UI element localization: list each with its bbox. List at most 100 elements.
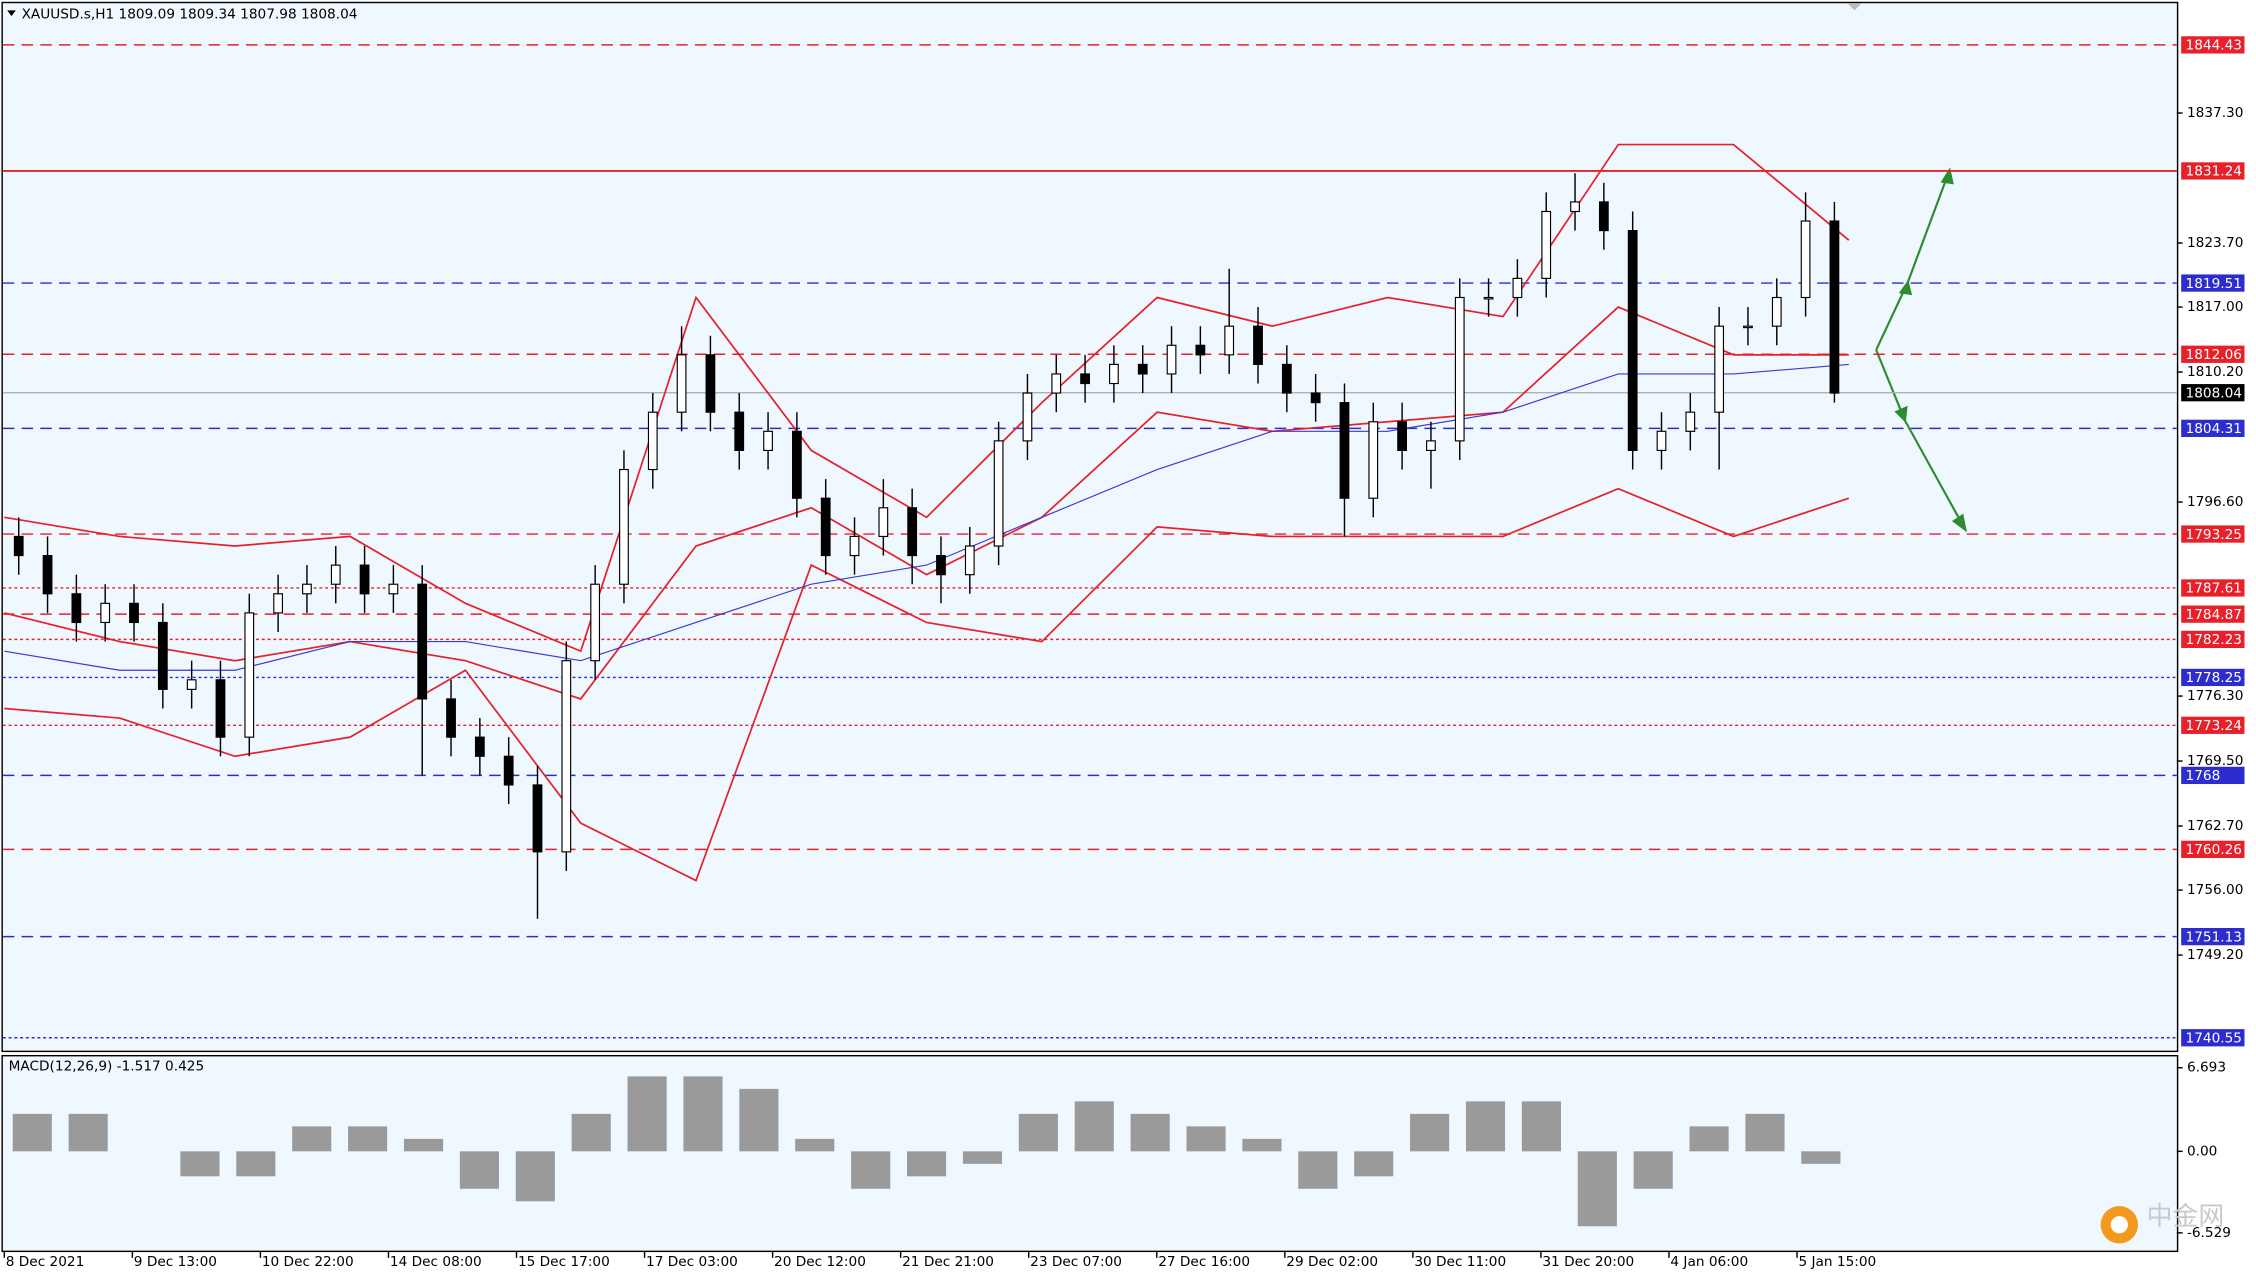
logo-text: 中金网 (2147, 1202, 2225, 1232)
logo: 中金网 (2100, 1202, 2225, 1244)
y-tick-label: 1810.20 (2187, 364, 2243, 380)
candle-body (446, 698, 456, 738)
candle-body (820, 497, 831, 557)
macd-bar (1242, 1138, 1282, 1152)
level-label: 1844.43 (2186, 38, 2242, 54)
candle-body (936, 554, 946, 576)
indicator-line (4, 487, 1850, 882)
x-tick-label: 14 Dec 08:00 (390, 1254, 482, 1270)
macd-bar (403, 1138, 444, 1152)
shift-marker (1847, 3, 1862, 11)
chart-header: XAUUSD.s,H1 1809.09 1809.34 1807.98 1808… (22, 7, 358, 23)
level-label-bg (2181, 345, 2245, 363)
macd-bar (236, 1151, 276, 1177)
x-tick-label: 20 Dec 12:00 (774, 1254, 866, 1270)
level-label-bg (2181, 927, 2245, 946)
x-tick-label: 9 Dec 13:00 (134, 1254, 217, 1270)
candle-body (129, 602, 139, 624)
level-label: 1751.13 (2186, 929, 2242, 945)
x-tick-label: 31 Dec 20:00 (1542, 1254, 1634, 1270)
level-label: 1768 (2186, 768, 2221, 784)
candle-body (1800, 220, 1811, 299)
macd-bar (1577, 1151, 1617, 1227)
macd-bar (1801, 1151, 1841, 1164)
candle-body (647, 411, 658, 471)
level-label-bg (2181, 419, 2245, 437)
macd-bar (571, 1113, 611, 1152)
x-tick-label: 8 Dec 2021 (6, 1254, 85, 1270)
candle-body (532, 784, 543, 853)
candle-body (1109, 363, 1119, 385)
candle-body (71, 593, 82, 624)
level-label: 1760.26 (2186, 842, 2242, 858)
y-tick-label: 1837.30 (2187, 105, 2243, 121)
candle-body (705, 354, 716, 413)
x-tick-label: 4 Jan 06:00 (1670, 1254, 1748, 1270)
y-tick-label: 1762.70 (2187, 818, 2243, 834)
macd-tick-label: -6.529 (2187, 1225, 2231, 1241)
level-label: 1819.51 (2186, 276, 2242, 292)
level-label-bg (2181, 384, 2245, 402)
candle-body (1080, 373, 1090, 385)
candle-body (791, 430, 802, 499)
macd-bar (907, 1151, 947, 1177)
candle-body (100, 602, 111, 624)
y-tick-label: 1817.00 (2187, 299, 2243, 315)
candle-body (1253, 325, 1263, 365)
level-label-bg (2181, 579, 2245, 597)
level-label: 1812.06 (2186, 347, 2242, 363)
macd-bar (1521, 1101, 1561, 1152)
candle-body (302, 583, 312, 595)
level-label: 1787.61 (2186, 581, 2242, 597)
candle-body (1426, 440, 1436, 451)
x-tick-label: 29 Dec 02:00 (1286, 1254, 1378, 1270)
macd-bar (1186, 1126, 1226, 1152)
level-label: 1773.24 (2186, 718, 2242, 734)
candle-body (676, 354, 687, 413)
level-label-bg (2181, 668, 2245, 687)
x-tick-label: 23 Dec 07:00 (1030, 1254, 1122, 1270)
macd-panel (1, 1054, 2179, 1253)
indicator-line (4, 306, 1849, 700)
y-tick-label: 1749.20 (2187, 947, 2243, 963)
candle-body (619, 468, 629, 585)
main-panel (1, 1, 2179, 1053)
macd-bar (1633, 1151, 1673, 1189)
y-tick-label: 1776.30 (2187, 688, 2243, 704)
candle-body (1454, 296, 1465, 442)
macd-label: MACD(12,26,9) -1.517 0.425 (9, 1058, 205, 1074)
candle-body (1627, 230, 1638, 451)
macd-bar (1018, 1113, 1058, 1152)
candle-body (417, 583, 428, 700)
level-label-bg (2181, 716, 2245, 734)
candle-body (474, 736, 485, 757)
candle-body (1397, 421, 1408, 451)
y-tick-label: 1769.50 (2187, 753, 2243, 769)
level-label: 1804.31 (2186, 421, 2242, 437)
macd-bar (348, 1126, 388, 1152)
macd-bar (627, 1076, 667, 1152)
candle-body (734, 411, 745, 451)
menu-triangle[interactable] (7, 10, 16, 17)
candle-body (1829, 220, 1840, 394)
candle-body (1570, 201, 1580, 213)
candle-body (388, 583, 399, 595)
level-label-bg (2181, 1029, 2245, 1047)
macd-tick-label: 6.693 (2187, 1060, 2226, 1076)
macd-bar (683, 1076, 723, 1152)
candle-body (1483, 296, 1494, 300)
macd-tick-label: 0.00 (2187, 1143, 2217, 1159)
y-tick-label: 1823.70 (2187, 235, 2243, 251)
candle-body (503, 755, 514, 786)
candle-body (849, 535, 860, 557)
candle-body (1771, 296, 1782, 327)
candle-body (359, 564, 370, 595)
candle-body (964, 545, 975, 576)
x-tick-label: 17 Dec 03:00 (646, 1254, 738, 1270)
candle-body (273, 593, 284, 614)
macd-bar (1689, 1126, 1729, 1152)
level-label-bg (2181, 840, 2245, 858)
candle-body (1310, 392, 1321, 404)
level-label-bg (2181, 162, 2245, 180)
